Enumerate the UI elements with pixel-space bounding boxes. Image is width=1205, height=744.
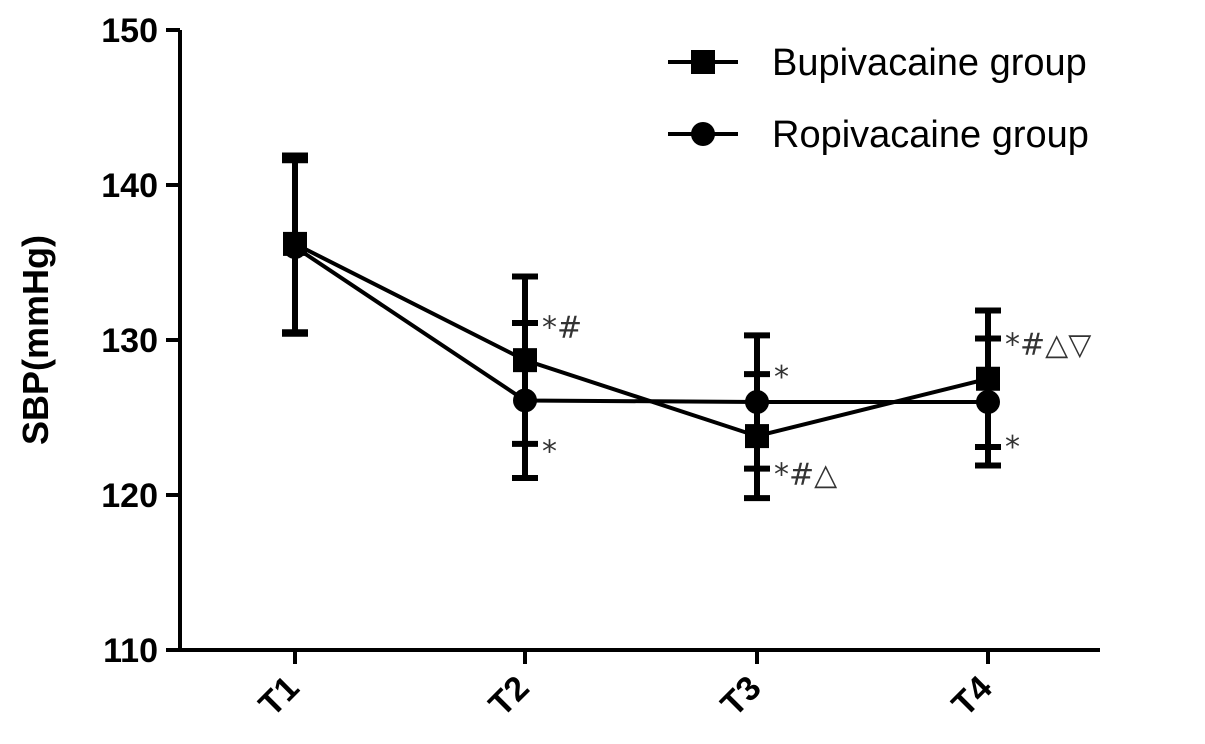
y-tick-label: 140 xyxy=(101,167,158,205)
x-tick-label: T2 xyxy=(482,669,537,724)
legend-item: Ropivacaine group xyxy=(668,114,1089,156)
y-tick-label: 120 xyxy=(101,477,158,515)
data-point-circle xyxy=(513,388,537,413)
legend-square-marker xyxy=(691,50,715,74)
series-line xyxy=(293,245,988,404)
data-point-circle xyxy=(976,390,1000,414)
series-ropivacaine xyxy=(282,157,1001,481)
significance-annotation: *#△ xyxy=(774,458,837,493)
significance-annotation: * xyxy=(774,360,789,395)
x-tick-label: T4 xyxy=(945,669,1000,724)
legend-label: Ropivacaine group xyxy=(772,114,1089,156)
legend-label: Bupivacaine group xyxy=(772,42,1087,84)
data-point-circle xyxy=(283,235,307,259)
x-tick-label: T3 xyxy=(714,669,769,724)
series-bupivacaine xyxy=(282,152,1001,502)
significance-annotation: * xyxy=(542,434,557,469)
y-tick-label: 150 xyxy=(101,12,158,50)
legend-circle-marker xyxy=(691,122,715,146)
significance-annotation: * xyxy=(1005,430,1020,465)
annotations: *# * * *#△ *#△▽ * xyxy=(542,310,1091,492)
series-line xyxy=(294,242,989,439)
x-tick-label: T1 xyxy=(252,669,307,724)
significance-annotation: *# xyxy=(542,310,582,345)
data-point-circle xyxy=(745,390,769,414)
series-layer xyxy=(282,152,1001,502)
legend-item: Bupivacaine group xyxy=(668,42,1087,84)
legend: Bupivacaine group Ropivacaine group xyxy=(668,42,1089,156)
y-tick-label: 130 xyxy=(101,322,158,360)
significance-annotation: *#△▽ xyxy=(1005,327,1091,362)
y-axis-title: SBP(mmHg) xyxy=(15,235,56,445)
y-tick-label: 110 xyxy=(103,632,158,670)
